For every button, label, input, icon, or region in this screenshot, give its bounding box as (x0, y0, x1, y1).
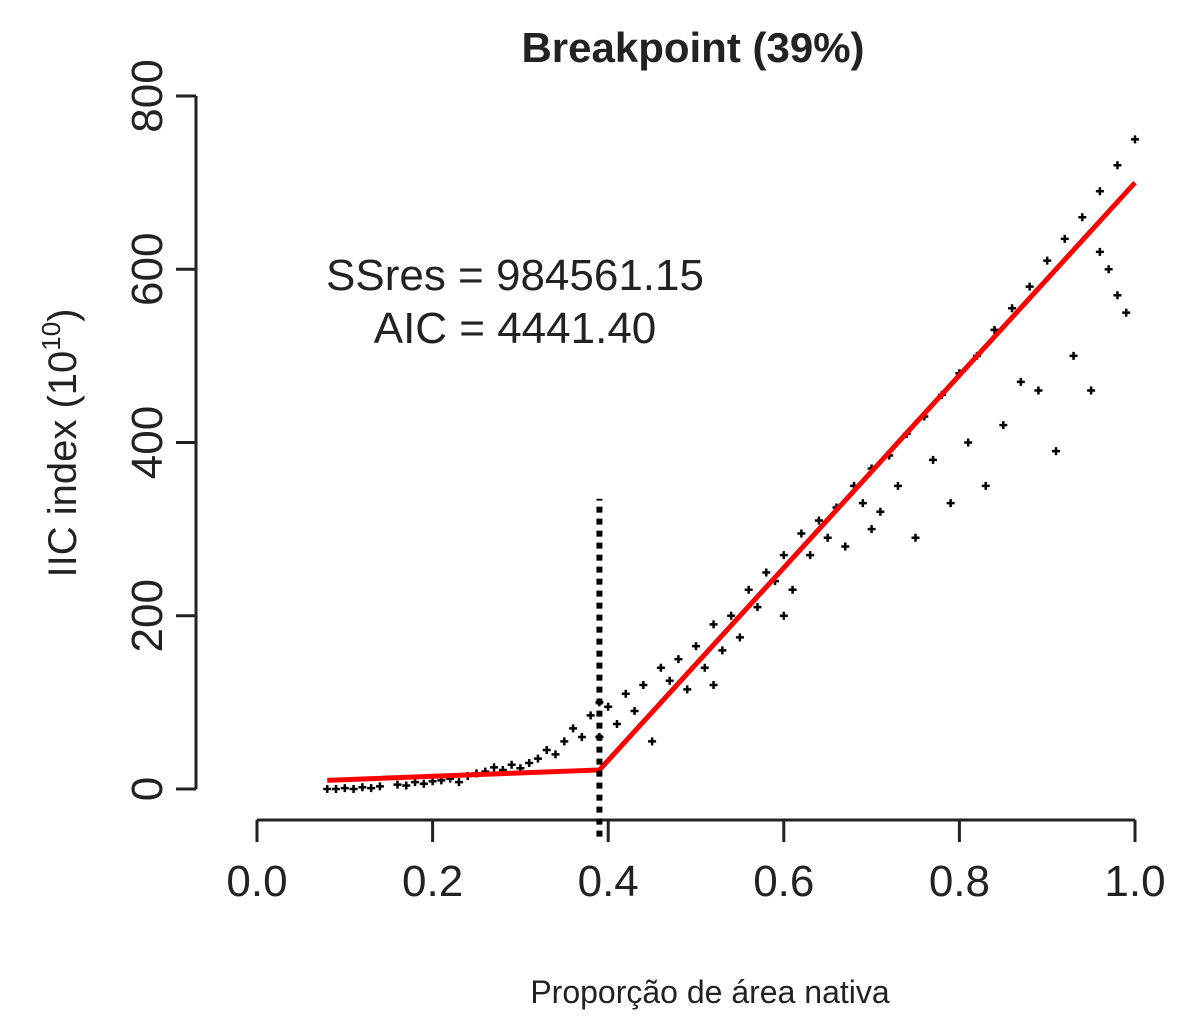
x-tick-label: 0.6 (753, 857, 814, 906)
point (709, 620, 718, 629)
point (1008, 304, 1017, 313)
point (1113, 161, 1122, 170)
point (1113, 291, 1122, 300)
y-tick-label: 200 (123, 579, 172, 652)
y-label-text: IIC index (10 (41, 351, 85, 578)
y-label-exponent: 10 (36, 322, 66, 351)
point (735, 633, 744, 642)
point (893, 481, 902, 490)
y-label-suffix: ) (41, 308, 85, 321)
point (604, 702, 613, 711)
point (393, 780, 402, 789)
point (1025, 282, 1034, 291)
y-tick-label: 600 (123, 233, 172, 306)
point (551, 750, 560, 759)
point (806, 551, 815, 560)
point (981, 481, 990, 490)
point (964, 438, 973, 447)
point (665, 676, 674, 685)
point (630, 707, 639, 716)
x-tick-label: 0.4 (578, 857, 639, 906)
point (797, 529, 806, 538)
x-tick-label: 0.2 (402, 857, 463, 906)
point (779, 551, 788, 560)
x-tick-label: 0.8 (929, 857, 990, 906)
point (525, 759, 534, 768)
point (858, 499, 867, 508)
point (744, 585, 753, 594)
x-tick-label: 1.0 (1104, 857, 1165, 906)
point (683, 685, 692, 694)
point (1069, 351, 1078, 360)
point (648, 737, 657, 746)
point (1131, 135, 1139, 144)
point (692, 642, 700, 651)
point (349, 785, 358, 793)
point (621, 689, 630, 698)
y-tick-label: 800 (123, 59, 172, 132)
point (709, 681, 718, 690)
point (1122, 308, 1131, 317)
y-tick-label: 0 (123, 777, 172, 801)
point (762, 568, 771, 577)
point (788, 585, 797, 594)
y-axis-label: IIC index (1010) (36, 308, 85, 577)
annotation: SSres = 984561.15 (326, 251, 704, 300)
point (1087, 386, 1096, 395)
point (867, 525, 876, 534)
point (841, 542, 850, 551)
point (507, 760, 516, 769)
point (340, 784, 349, 793)
point (1043, 256, 1052, 265)
point (569, 724, 578, 733)
x-axis-label: Proporção de área nativa (530, 974, 890, 1010)
point (823, 533, 832, 542)
point (700, 663, 709, 672)
point (1095, 187, 1104, 196)
point (542, 746, 551, 755)
point (946, 499, 955, 508)
point (332, 785, 341, 793)
point (1095, 247, 1104, 256)
point (358, 783, 367, 792)
point (367, 784, 376, 793)
point (814, 516, 823, 525)
y-tick-label: 400 (123, 406, 172, 479)
x-tick-label: 0.0 (226, 857, 287, 906)
point (402, 781, 411, 790)
point (639, 681, 648, 690)
point (560, 737, 569, 746)
point (577, 733, 586, 742)
point (674, 655, 683, 664)
point (929, 455, 938, 464)
point (1034, 386, 1043, 395)
point (323, 785, 332, 793)
point (1051, 447, 1060, 456)
fit-line (327, 180, 1137, 783)
point (612, 720, 621, 729)
point (1060, 234, 1069, 243)
point (727, 611, 736, 620)
point (1016, 377, 1025, 386)
point (454, 778, 463, 787)
point (1078, 213, 1087, 222)
point (990, 325, 999, 334)
point (718, 646, 727, 655)
point (999, 421, 1008, 430)
point (876, 507, 885, 516)
point (419, 779, 428, 788)
point (490, 763, 499, 772)
point (1104, 265, 1113, 274)
point (656, 663, 665, 672)
point (911, 533, 920, 542)
point (779, 611, 788, 620)
point (375, 782, 384, 791)
point (533, 754, 542, 763)
point (586, 711, 595, 720)
point (753, 603, 762, 612)
annotation: AIC = 4441.40 (374, 304, 657, 353)
chart-title: Breakpoint (39%) (521, 24, 864, 71)
